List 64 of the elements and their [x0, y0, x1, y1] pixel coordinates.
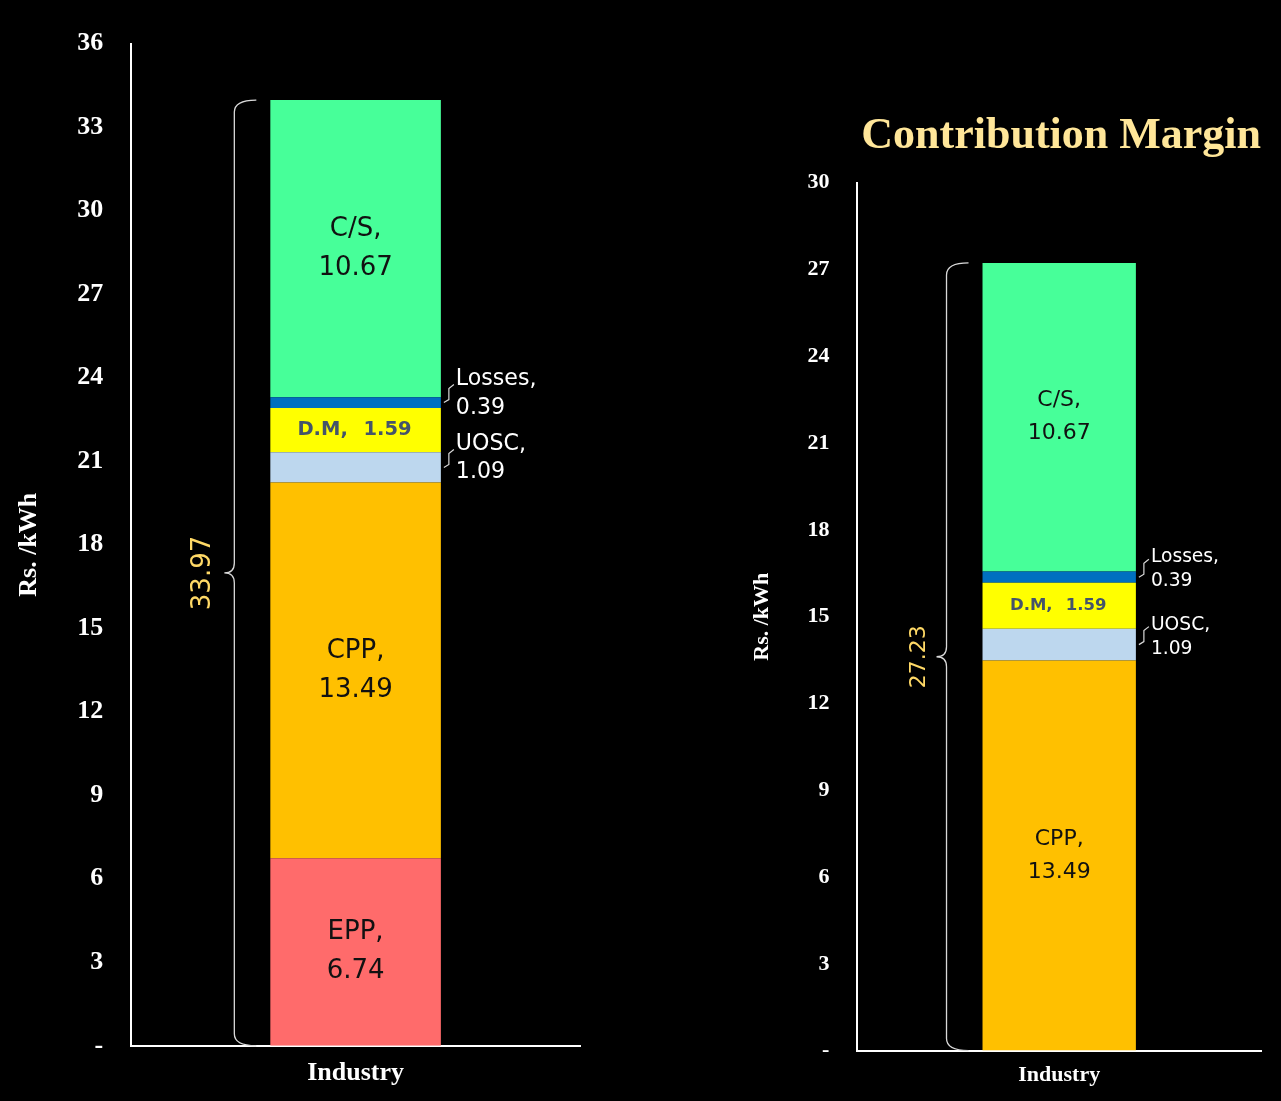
series-label: D.M, [297, 417, 348, 441]
bar [982, 628, 1136, 661]
y-tick-label: 18 [807, 515, 830, 541]
bar [270, 452, 441, 483]
y-tick-label: 6 [90, 862, 104, 892]
y-tick-label: - [94, 1029, 104, 1059]
series-label: C/S, [329, 211, 382, 242]
data-label: 6.74 [326, 954, 385, 985]
y-tick-label: 27 [807, 255, 830, 281]
data-label: 1.59 [1065, 595, 1107, 615]
y-tick-label: 3 [90, 946, 104, 975]
data-label: 1.09 [1150, 636, 1193, 658]
series-label: UOSC, [1150, 612, 1211, 634]
series-label: EPP, [327, 915, 384, 946]
series-label: C/S, [1037, 386, 1082, 412]
bar [270, 408, 441, 453]
total-label: 27.23 [904, 625, 930, 689]
data-label: 1.59 [363, 417, 412, 441]
y-tick-label: 24 [807, 342, 830, 368]
bar [270, 858, 441, 1046]
series-label: Losses, [455, 363, 537, 390]
bar [270, 482, 441, 859]
series-label: D.M, [1009, 595, 1053, 615]
y-tick-label: 3 [818, 949, 830, 975]
data-label: 10.67 [1027, 419, 1091, 445]
data-label: 10.67 [318, 250, 393, 281]
y-tick-label: 9 [818, 775, 830, 801]
x-tick-label: Industry [307, 1057, 405, 1087]
bar [982, 582, 1136, 629]
data-label: 0.39 [1150, 569, 1193, 591]
bar [982, 571, 1136, 583]
bar [982, 262, 1136, 572]
y-tick-label: 15 [77, 611, 104, 641]
data-label: 13.49 [318, 672, 393, 703]
y-tick-label: 9 [90, 778, 104, 808]
series-label: Losses, [1150, 545, 1220, 567]
y-tick-label: 12 [77, 695, 104, 725]
y-tick-label: 36 [77, 27, 104, 57]
bar [270, 100, 441, 398]
y-tick-label: - [822, 1036, 830, 1062]
series-label: UOSC, [455, 428, 526, 455]
y-tick-label: 24 [77, 361, 104, 391]
y-tick-label: 30 [77, 194, 104, 224]
data-label: 1.09 [455, 457, 506, 484]
y-tick-label: 6 [818, 862, 830, 888]
y-tick-label: 12 [807, 689, 830, 715]
data-label: 13.49 [1027, 857, 1091, 883]
series-label: CPP, [1034, 824, 1084, 850]
y-axis-title: Rs. /kWh [13, 492, 43, 597]
y-tick-label: 27 [77, 277, 104, 307]
x-tick-label: Industry [1018, 1061, 1101, 1087]
y-tick-label: 21 [807, 428, 830, 454]
y-tick-label: 15 [807, 602, 830, 628]
bar [982, 660, 1136, 1051]
y-tick-label: 21 [77, 444, 104, 474]
chart-title: Contribution Margin [861, 108, 1261, 158]
bar [270, 397, 441, 409]
y-tick-label: 18 [77, 528, 104, 558]
data-label: 0.39 [455, 392, 506, 419]
y-axis-title: Rs. /kWh [747, 572, 773, 661]
series-label: CPP, [326, 633, 385, 664]
total-label: 33.97 [186, 535, 217, 611]
y-tick-label: 33 [77, 110, 104, 140]
y-tick-label: 30 [807, 168, 830, 194]
